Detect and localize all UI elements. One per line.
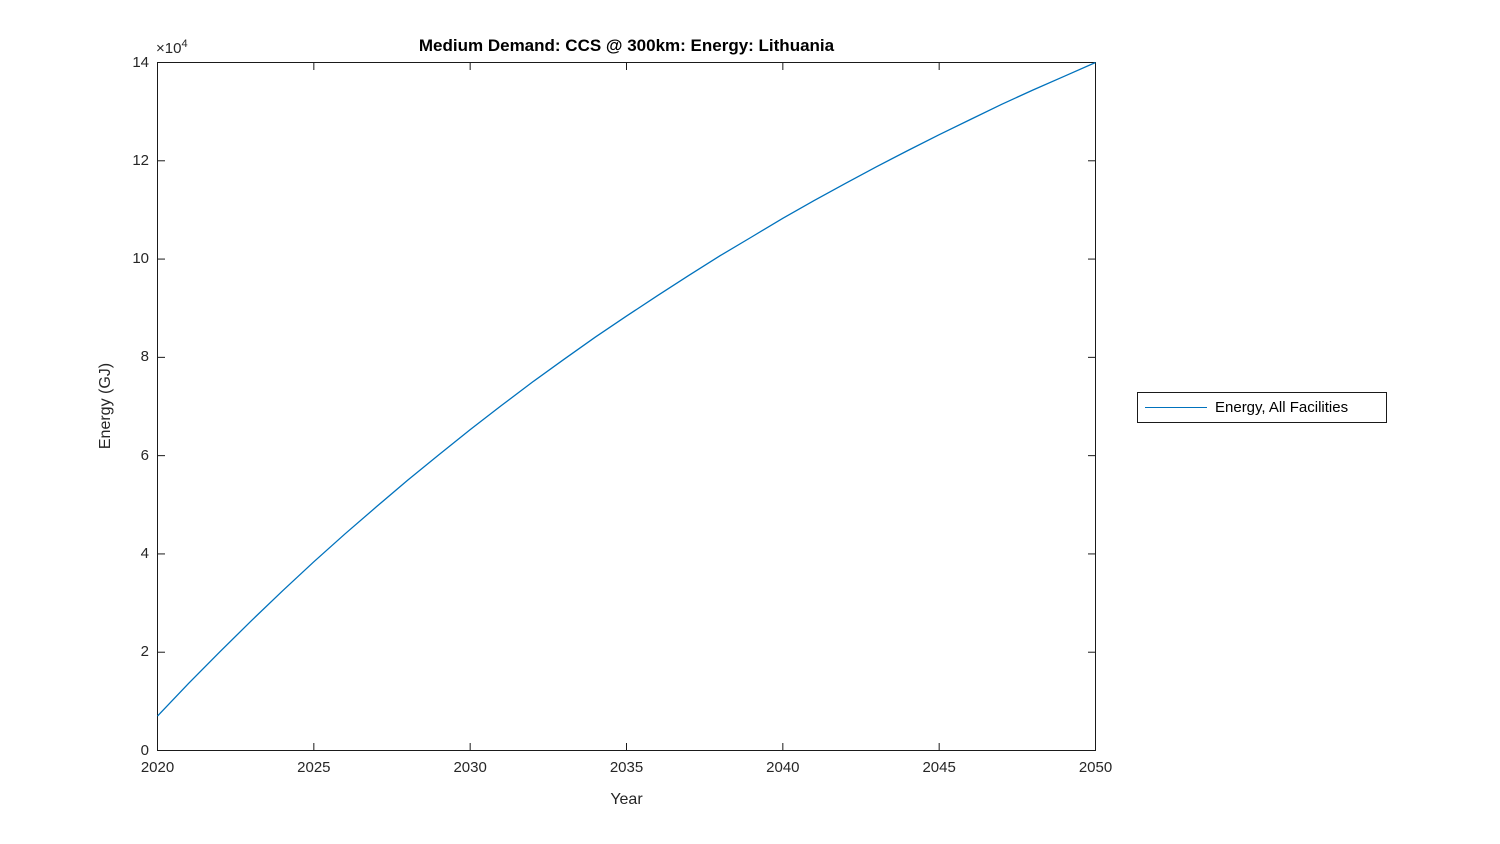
y-tick-label: 14	[132, 53, 149, 71]
y-tick-label: 2	[140, 643, 149, 661]
axes-box	[157, 62, 1096, 751]
y-axis-exponent: ×104	[156, 38, 188, 57]
legend: Energy, All Facilities	[1137, 392, 1387, 423]
y-tick-label: 10	[132, 250, 149, 268]
y-axis-label: Energy (GJ)	[97, 362, 114, 450]
chart-title: Medium Demand: CCS @ 300km: Energy: Lith…	[418, 36, 835, 55]
x-tick-label: 2050	[1078, 759, 1113, 776]
x-tick-label: 2045	[922, 759, 956, 776]
x-tick-label: 2030	[453, 759, 487, 776]
y-tick-label: 4	[140, 544, 149, 562]
x-axis-label: Year	[610, 791, 643, 808]
y-tick-label: 0	[140, 741, 149, 759]
y-axis-exponent-base: ×10	[156, 40, 182, 57]
y-axis-exponent-power: 4	[181, 38, 188, 50]
x-tick-label: 2020	[140, 759, 175, 776]
y-tick-label: 6	[140, 446, 149, 464]
y-tick-label: 8	[140, 348, 149, 366]
data-line-energy-all-facilities	[157, 62, 1096, 717]
x-tick-label: 2025	[297, 759, 331, 776]
x-tick-label: 2035	[609, 759, 644, 776]
legend-line-sample-icon	[1145, 407, 1207, 408]
ticks-group	[157, 62, 1096, 751]
x-tick-label: 2040	[766, 759, 800, 776]
legend-label: Energy, All Facilities	[1215, 399, 1349, 416]
y-tick-label: 12	[132, 151, 149, 169]
plot-area	[157, 62, 1096, 751]
